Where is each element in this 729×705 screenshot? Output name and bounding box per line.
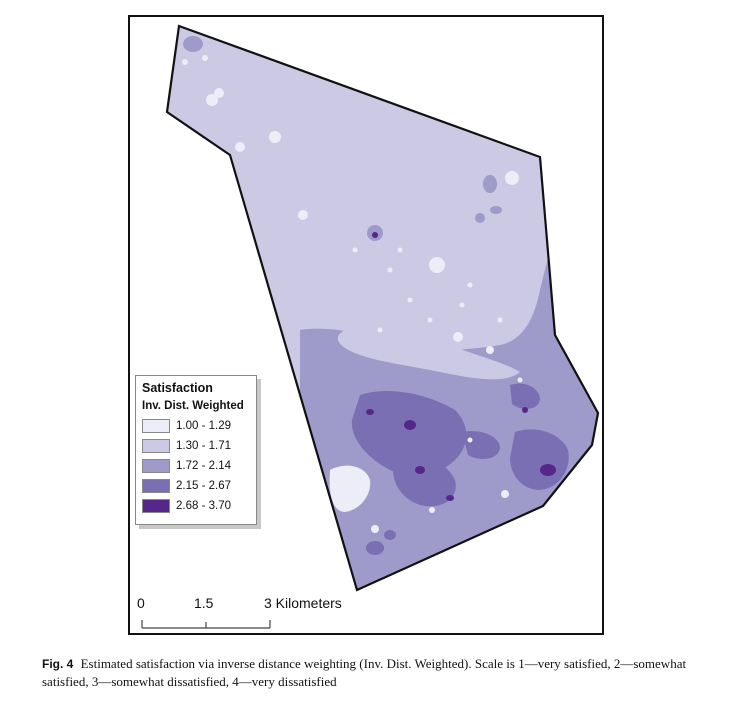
zone-2-15-2-67-b	[392, 452, 456, 507]
legend-label: 1.72 - 2.14	[176, 460, 231, 472]
zone-light-pocket	[337, 324, 520, 380]
zone-2-68-3-70-c	[540, 464, 556, 476]
legend-item: 1.00 - 1.29	[142, 416, 250, 436]
zone-1-72-2-14-e	[475, 213, 485, 223]
zone-2-68-3-70-g	[522, 407, 528, 413]
zone-1-00-1-29-r	[407, 297, 413, 303]
zone-2-68-3-70-f	[372, 232, 378, 238]
zone-2-15-2-67-e	[510, 383, 540, 409]
zone-2-68-3-70-d	[446, 495, 454, 501]
legend-item: 2.15 - 2.67	[142, 476, 250, 496]
legend-subtitle: Inv. Dist. Weighted	[142, 400, 244, 412]
zone-2-68-3-70-e	[366, 409, 374, 415]
zone-1-00-1-29-u	[467, 282, 473, 288]
zone-2-15-2-67-f	[366, 541, 384, 555]
zone-1-00-1-29-l	[501, 490, 509, 498]
zone-2-15-2-67-c	[510, 429, 569, 490]
zone-2-15-2-67-a	[351, 390, 467, 476]
zone-1-00-1-29-b	[505, 171, 519, 185]
study-area-boundary	[165, 24, 600, 592]
map-legend: Satisfaction Inv. Dist. Weighted 1.00 - …	[135, 375, 257, 525]
zone-1-00-1-29-x	[497, 317, 503, 323]
zone-1-00-1-29-v	[397, 247, 403, 253]
zone-1-00-1-29-e	[235, 142, 245, 152]
scale-bar	[141, 620, 271, 629]
legend-swatch	[142, 439, 170, 453]
legend-swatch	[142, 419, 170, 433]
zone-1-00-1-29-d	[269, 131, 281, 143]
scale-tick-3-kilometers: 3 Kilometers	[264, 595, 342, 611]
zone-1-00-1-29-i	[453, 332, 463, 342]
legend-swatch	[142, 459, 170, 473]
legend-swatch	[142, 479, 170, 493]
zone-1-00-1-29-c	[429, 257, 445, 273]
zone-2-15-2-67-g	[384, 530, 396, 540]
zone-1-00-1-29-h	[214, 88, 224, 98]
legend-label: 2.15 - 2.67	[176, 480, 231, 492]
legend-swatch	[142, 499, 170, 513]
zone-1-00-1-29-t	[459, 302, 465, 308]
figure-caption: Fig. 4 Estimated satisfaction via invers…	[42, 655, 692, 690]
zone-1-00-1-29-z	[467, 437, 473, 443]
zone-1-00-1-29-j	[486, 346, 494, 354]
caption-text: Estimated satisfaction via inverse dista…	[42, 656, 687, 689]
legend-item: 1.30 - 1.71	[142, 436, 250, 456]
zone-1-00-1-29-y	[517, 377, 523, 383]
zone-1-00-1-29-q	[387, 267, 393, 273]
satisfaction-map	[141, 24, 600, 629]
zone-1-72-2-14-c	[490, 206, 502, 214]
zone-1-00-1-29-s	[427, 317, 433, 323]
zone-1-72-2-14-f	[183, 36, 203, 52]
legend-label: 1.30 - 1.71	[176, 440, 231, 452]
zone-1-00-1-29-a	[329, 465, 371, 512]
figure-label: Fig. 4	[42, 657, 74, 671]
scale-tick-1-5: 1.5	[194, 595, 214, 611]
legend-item: 1.72 - 2.14	[142, 456, 250, 476]
zone-1-00-1-29-k	[371, 525, 379, 533]
legend-title: Satisfaction	[142, 381, 213, 395]
zone-2-15-2-67-d	[462, 430, 500, 460]
legend-label: 1.00 - 1.29	[176, 420, 231, 432]
zone-1-72-2-14-b	[483, 175, 497, 193]
zone-1-00-1-29-p	[352, 247, 358, 253]
zone-1-00-1-29-g	[206, 94, 218, 106]
zone-2-68-3-70-b	[415, 466, 425, 474]
zone-1-00-1-29-m	[429, 507, 435, 513]
legend-item: 2.68 - 3.70	[142, 496, 250, 516]
scale-tick-0: 0	[137, 595, 145, 611]
zone-1-00-1-29-f	[298, 210, 308, 220]
zone-1-00-1-29-o	[202, 55, 208, 61]
legend-label: 2.68 - 3.70	[176, 500, 231, 512]
zone-1-00-1-29-w	[377, 327, 383, 333]
zone-1-00-1-29-n	[182, 59, 188, 65]
zone-2-68-3-70-a	[404, 420, 416, 430]
